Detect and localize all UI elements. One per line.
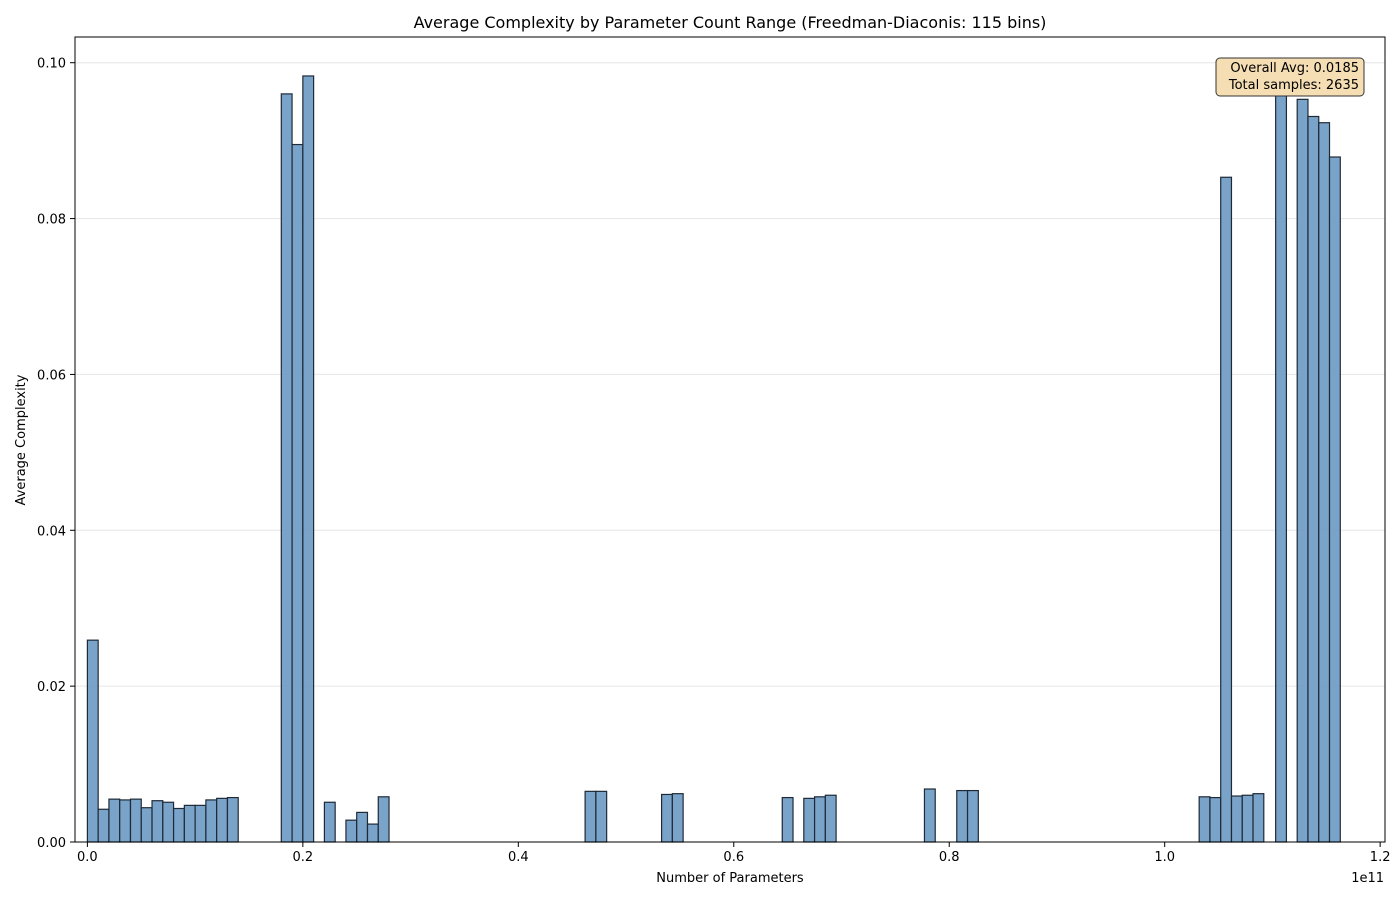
bar — [1275, 75, 1288, 843]
bars — [86, 75, 1341, 843]
bar — [356, 811, 369, 843]
bar — [1307, 115, 1320, 843]
bar — [1209, 796, 1222, 843]
x-axis-label: Number of Parameters — [656, 871, 804, 886]
bar — [966, 789, 979, 843]
annotation-box: Overall Avg: 0.0185 Total samples: 2635 — [1215, 57, 1365, 97]
x-axis-offset-label: 1e11 — [1351, 871, 1384, 886]
bar — [1296, 98, 1309, 843]
x-tick-label: 0.2 — [293, 850, 314, 865]
bar — [291, 143, 304, 843]
bar — [923, 788, 936, 843]
y-axis-label: Average Complexity — [14, 374, 29, 505]
bar — [205, 799, 218, 843]
bar — [129, 798, 142, 843]
bar — [1252, 793, 1265, 843]
bar — [1241, 794, 1254, 843]
bar — [1318, 122, 1331, 843]
bar — [97, 808, 110, 843]
y-tick-label: 0.02 — [37, 680, 66, 695]
bar — [280, 93, 293, 843]
x-tick-label: 0.4 — [508, 850, 529, 865]
bar — [366, 823, 379, 843]
plot-frame — [74, 36, 1386, 843]
bar — [1230, 795, 1243, 843]
bar — [824, 794, 837, 843]
bar — [172, 807, 185, 843]
bar — [813, 796, 826, 843]
annotation-total-samples: Total samples: 2635 — [1228, 78, 1359, 93]
bar — [226, 796, 239, 843]
bar — [1198, 796, 1211, 843]
chart-title: Average Complexity by Parameter Count Ra… — [414, 13, 1047, 32]
x-tick-label: 0.6 — [723, 850, 744, 865]
bar — [162, 801, 175, 843]
bar — [584, 790, 597, 843]
bar — [660, 793, 673, 843]
bar — [216, 797, 229, 843]
bar — [183, 804, 196, 843]
bar — [803, 797, 816, 843]
y-tick-label: 0.04 — [37, 524, 66, 539]
bar — [194, 804, 207, 843]
y-tick-label: 0.08 — [37, 213, 66, 228]
bar — [671, 793, 684, 843]
bar — [86, 639, 99, 843]
x-tick-label: 0.8 — [939, 850, 960, 865]
bar — [595, 790, 608, 843]
bar — [345, 819, 358, 843]
bar — [1328, 156, 1341, 843]
bar — [377, 796, 390, 843]
y-tick-label: 0.06 — [37, 368, 66, 383]
x-tick-label: 1.0 — [1154, 850, 1175, 865]
annotation-background — [1215, 57, 1365, 97]
x-tick-label: 1.2 — [1370, 850, 1391, 865]
y-tick-label: 0.00 — [37, 836, 66, 851]
bar — [781, 796, 794, 843]
bar — [956, 789, 969, 843]
bar — [302, 75, 315, 843]
bar — [323, 801, 336, 843]
bar — [1220, 176, 1233, 843]
x-tick-label: 0.0 — [77, 850, 98, 865]
bar — [151, 800, 164, 843]
bar — [140, 807, 153, 843]
bar — [119, 799, 132, 843]
x-axis-ticks: 0.0 0.2 0.4 0.6 0.8 1.0 1.2 — [77, 842, 1390, 865]
annotation-overall-avg: Overall Avg: 0.0185 — [1230, 61, 1359, 76]
y-tick-label: 0.10 — [37, 57, 66, 72]
grid-lines — [75, 62, 1385, 843]
bar — [108, 798, 121, 843]
y-axis-ticks: 0.00 0.02 0.04 0.06 0.08 0.10 — [37, 57, 75, 851]
